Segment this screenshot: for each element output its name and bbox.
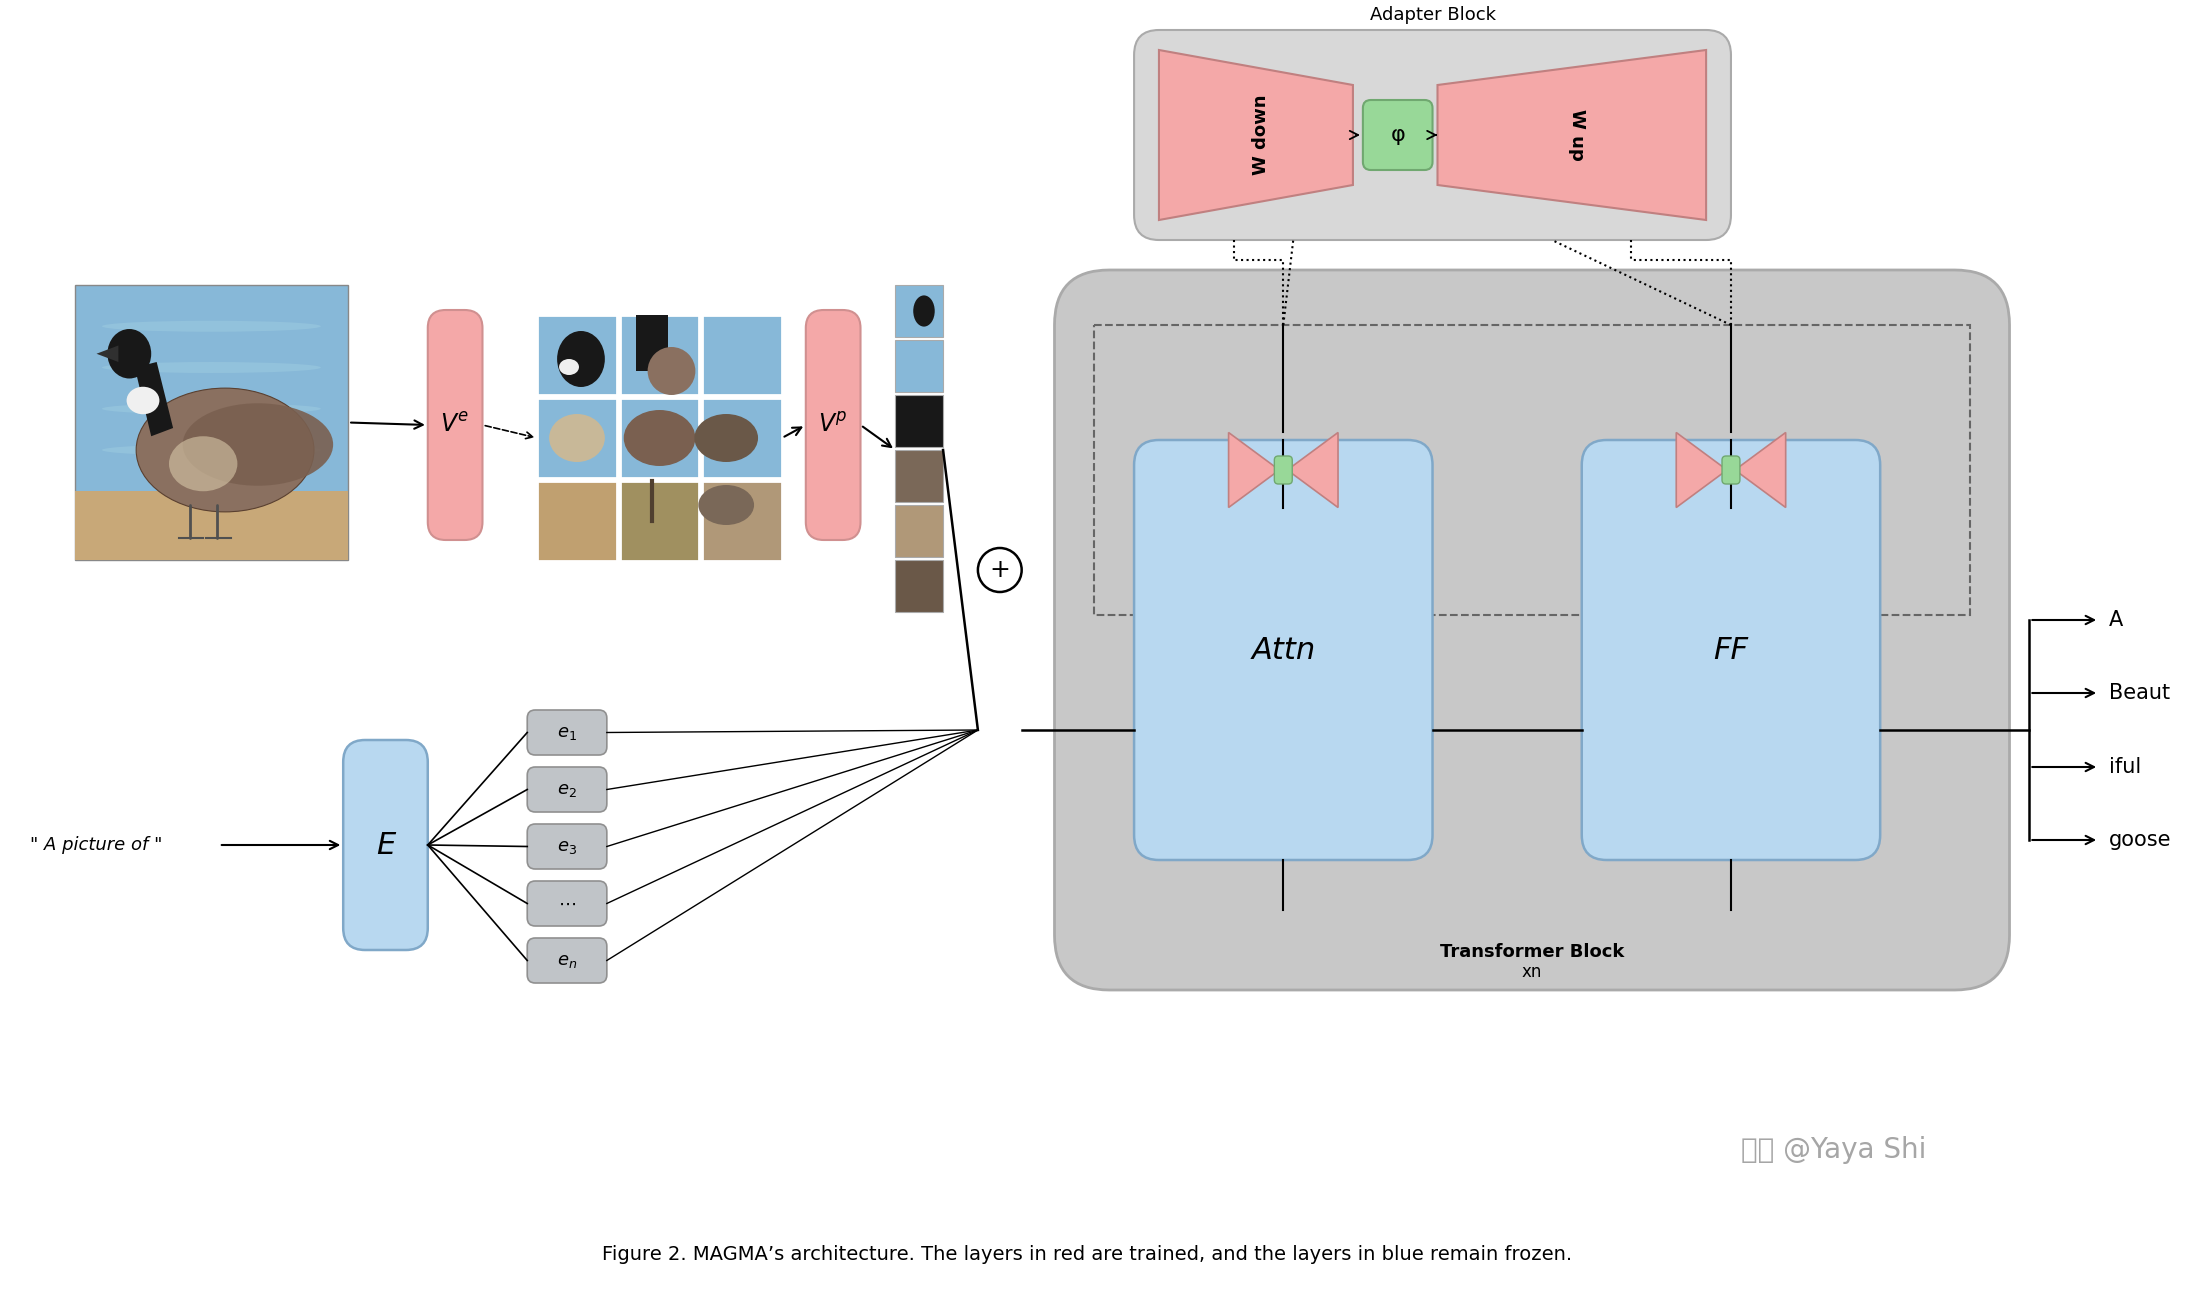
Text: W down: W down	[1253, 94, 1270, 176]
Polygon shape	[96, 345, 118, 362]
Bar	[621, 398, 700, 478]
Text: Attn: Attn	[1250, 636, 1316, 664]
Polygon shape	[1159, 50, 1353, 220]
Text: xn: xn	[1521, 963, 1541, 981]
Text: Figure 2. MAGMA’s architecture. The layers in red are trained, and the layers in: Figure 2. MAGMA’s architecture. The laye…	[603, 1245, 1572, 1265]
Text: $e_1$: $e_1$	[557, 724, 577, 742]
Text: Transformer Block: Transformer Block	[1441, 943, 1624, 961]
Ellipse shape	[914, 296, 936, 327]
Text: goose: goose	[2109, 829, 2171, 850]
Text: iful: iful	[2109, 757, 2142, 776]
Ellipse shape	[103, 362, 321, 373]
FancyBboxPatch shape	[1054, 270, 2009, 990]
Text: $e_n$: $e_n$	[557, 951, 577, 969]
FancyBboxPatch shape	[1362, 99, 1432, 171]
Text: φ: φ	[1390, 125, 1406, 145]
Ellipse shape	[647, 348, 695, 395]
Text: +: +	[990, 558, 1010, 581]
Polygon shape	[1438, 50, 1705, 220]
Polygon shape	[1736, 433, 1786, 508]
FancyBboxPatch shape	[343, 740, 428, 950]
Ellipse shape	[184, 403, 332, 486]
Text: " A picture of ": " A picture of "	[31, 836, 162, 854]
Ellipse shape	[168, 437, 238, 491]
Text: $V^p$: $V^p$	[818, 413, 848, 437]
Text: $\cdots$: $\cdots$	[557, 894, 577, 912]
FancyBboxPatch shape	[1583, 441, 1880, 860]
Text: FF: FF	[1714, 636, 1749, 664]
Text: E: E	[376, 831, 396, 859]
FancyBboxPatch shape	[428, 310, 483, 540]
Polygon shape	[136, 362, 173, 437]
Polygon shape	[1677, 433, 1727, 508]
FancyBboxPatch shape	[807, 310, 861, 540]
FancyBboxPatch shape	[1723, 456, 1740, 484]
Bar	[538, 481, 616, 561]
Text: A: A	[2109, 610, 2123, 630]
Text: $e_3$: $e_3$	[557, 837, 577, 855]
Bar	[538, 398, 616, 478]
FancyBboxPatch shape	[1135, 441, 1432, 860]
Bar	[636, 315, 667, 371]
FancyBboxPatch shape	[527, 824, 608, 870]
Ellipse shape	[697, 484, 754, 525]
Bar	[621, 315, 700, 395]
Ellipse shape	[695, 413, 759, 463]
Bar	[896, 559, 942, 612]
Bar	[702, 315, 783, 395]
Polygon shape	[1229, 433, 1279, 508]
Bar	[538, 315, 616, 395]
FancyBboxPatch shape	[527, 767, 608, 811]
FancyBboxPatch shape	[527, 711, 608, 755]
Bar	[621, 481, 700, 561]
Polygon shape	[1288, 433, 1338, 508]
Ellipse shape	[623, 410, 695, 466]
Ellipse shape	[107, 329, 151, 379]
Text: Beaut: Beaut	[2109, 683, 2171, 703]
Bar	[896, 395, 942, 447]
Bar	[896, 340, 942, 391]
Bar	[1095, 326, 1970, 615]
Bar	[702, 481, 783, 561]
FancyBboxPatch shape	[1135, 30, 1731, 240]
Ellipse shape	[560, 359, 579, 375]
Ellipse shape	[103, 320, 321, 332]
Bar	[74, 286, 348, 559]
Ellipse shape	[136, 388, 315, 512]
Text: $V^e$: $V^e$	[442, 413, 470, 437]
Ellipse shape	[127, 386, 160, 415]
Ellipse shape	[557, 331, 606, 388]
Bar	[896, 505, 942, 557]
Text: W up: W up	[1567, 109, 1585, 162]
Ellipse shape	[549, 413, 606, 463]
Bar	[702, 398, 783, 478]
Bar	[896, 286, 942, 337]
Ellipse shape	[103, 444, 321, 456]
FancyBboxPatch shape	[527, 881, 608, 926]
Text: Adapter Block: Adapter Block	[1368, 6, 1495, 25]
FancyBboxPatch shape	[1274, 456, 1292, 484]
Bar	[74, 491, 348, 559]
Ellipse shape	[103, 403, 321, 415]
Text: $e_2$: $e_2$	[557, 780, 577, 798]
FancyBboxPatch shape	[527, 938, 608, 983]
Text: 知乎 @Yaya Shi: 知乎 @Yaya Shi	[1740, 1136, 1926, 1164]
Bar	[896, 450, 942, 503]
